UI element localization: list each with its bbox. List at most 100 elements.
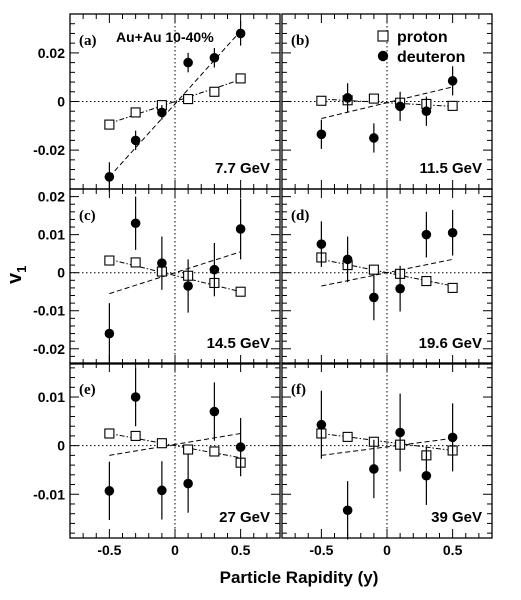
legend-deuteron-marker — [377, 50, 389, 62]
proton-point — [183, 444, 194, 455]
deuteron-point — [104, 328, 115, 339]
panel-d: (d) 19.6 GeV — [281, 188, 493, 365]
proton-point — [316, 95, 327, 106]
deuteron-point — [130, 218, 141, 229]
energy-label: 14.5 GeV — [207, 335, 270, 352]
deuteron-point — [130, 135, 141, 146]
panel-tag: (a) — [79, 33, 97, 49]
x-tick-label: 0 — [171, 542, 179, 558]
proton-point — [130, 107, 141, 118]
y-tick-label: -0.01 — [33, 486, 65, 502]
x-tick-label: 0.5 — [443, 542, 463, 558]
deuteron-point — [447, 432, 458, 443]
deuteron-point — [342, 254, 353, 265]
deuteron-point — [104, 486, 115, 496]
proton-point — [183, 94, 194, 105]
panel-c: -0.02 -0.01 0 0.01 0.02 (c) 14.5 GeV — [33, 188, 281, 365]
deuteron-point — [183, 281, 193, 291]
deuteron-fit-line — [109, 251, 241, 295]
deuteron-point — [157, 107, 167, 118]
deuteron-point — [447, 227, 458, 238]
y-tick-label: -0.02 — [33, 341, 65, 357]
deuteron-point — [395, 427, 405, 438]
x-tick-label: -0.5 — [309, 542, 333, 558]
energy-label: 7.7 GeV — [215, 160, 270, 177]
deuteron-point — [209, 52, 220, 63]
y-axis-label: v1 — [4, 266, 29, 284]
y-tick-label: 0.02 — [38, 45, 65, 61]
y-tick-label: 0.02 — [38, 189, 65, 205]
proton-point — [130, 430, 141, 441]
deuteron-point — [235, 442, 246, 452]
proton-point — [104, 255, 115, 266]
y-tick-label: 0.01 — [38, 227, 65, 243]
deuteron-fit-line — [109, 432, 241, 456]
proton-point — [235, 73, 246, 84]
y-axis-label-main: v — [4, 272, 26, 284]
deuteron-point — [235, 28, 246, 39]
deuteron-point — [316, 129, 327, 140]
y-tick-label: 0 — [57, 438, 65, 454]
energy-label: 11.5 GeV — [419, 160, 482, 177]
legend-proton-label: proton — [397, 29, 448, 46]
panel-e: -0.01 0 0.01 -0.5 0 0.5 (e) 27 GeV — [33, 362, 281, 558]
proton-point — [130, 257, 141, 268]
deuteron-fit-line — [321, 258, 453, 287]
deuteron-point — [316, 239, 327, 249]
deuteron-point — [369, 292, 379, 303]
y-tick-label: -0.01 — [33, 303, 65, 319]
panels: -0.02 0 0.02 (a) 7.7 GeV Au+Au 10-40% (b) 11.5 … — [33, 13, 493, 558]
deuteron-point — [157, 485, 167, 496]
energy-label: 27 GeV — [219, 509, 270, 526]
deuteron-point — [342, 93, 353, 103]
panel-tag: (f) — [291, 382, 306, 398]
legend-deuteron-label: deuteron — [397, 49, 465, 66]
deuteron-point — [421, 106, 432, 117]
proton-point — [368, 264, 379, 275]
panel-a: -0.02 0 0.02 (a) 7.7 GeV Au+Au 10-40% — [33, 13, 281, 192]
deuteron-point — [395, 283, 405, 294]
y-tick-label: 0 — [57, 265, 65, 281]
y-tick-label: 0 — [57, 94, 65, 110]
deuteron-point — [104, 172, 115, 182]
proton-point — [104, 428, 115, 439]
proton-point — [447, 282, 458, 293]
deuteron-fit-line — [321, 86, 453, 119]
y-axis-label-sub: 1 — [14, 266, 29, 273]
panel-tag: (e) — [79, 382, 96, 398]
legend-proton-marker — [377, 30, 389, 42]
deuteron-fit-line — [321, 437, 453, 456]
x-tick-label: 0 — [383, 542, 391, 558]
deuteron-point — [421, 470, 432, 481]
deuteron-point — [209, 264, 220, 275]
proton-point — [104, 119, 115, 130]
deuteron-point — [421, 229, 432, 240]
deuteron-point — [316, 419, 327, 430]
deuteron-point — [447, 76, 458, 86]
energy-label: 39 GeV — [431, 509, 482, 526]
panel-f: -0.5 0 0.5 (f) 39 GeV — [281, 362, 493, 558]
proton-point — [368, 93, 379, 104]
panel-tag: (b) — [291, 33, 309, 49]
proton-point — [342, 431, 353, 442]
legend: proton deuteron — [377, 29, 465, 66]
proton-point — [235, 286, 246, 297]
deuteron-point — [395, 101, 405, 112]
deuteron-fit-line — [109, 30, 241, 178]
x-tick-label: -0.5 — [97, 542, 121, 558]
y-tick-label: 0.01 — [38, 389, 65, 405]
deuteron-point — [130, 392, 141, 402]
deuteron-point — [342, 505, 353, 516]
system-label: Au+Au 10-40% — [116, 29, 214, 45]
deuteron-point — [157, 258, 167, 268]
x-tick-label: 0.5 — [231, 542, 251, 558]
deuteron-point — [209, 406, 220, 417]
panel-tag: (c) — [79, 208, 96, 224]
x-axis-label: Particle Rapidity (y) — [220, 568, 379, 587]
proton-point — [156, 438, 167, 449]
deuteron-point — [369, 133, 379, 143]
deuteron-point — [235, 224, 246, 234]
proton-point — [447, 100, 458, 111]
deuteron-point — [183, 57, 193, 68]
